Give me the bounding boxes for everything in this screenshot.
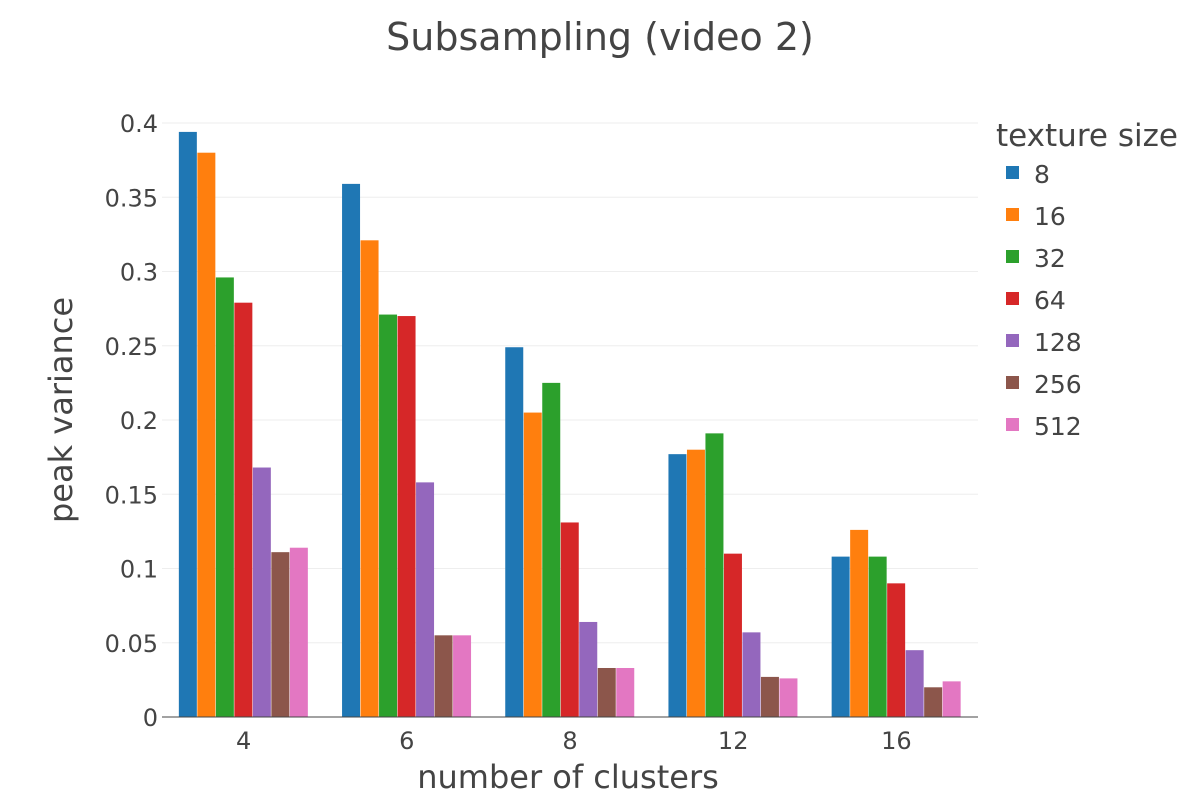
legend-label: 512 — [1034, 412, 1082, 441]
bar-4-8[interactable] — [178, 131, 197, 717]
bar-16-128[interactable] — [905, 650, 924, 717]
bar-16-32[interactable] — [868, 556, 887, 717]
bar-6-64[interactable] — [397, 316, 416, 717]
bar-12-32[interactable] — [705, 433, 724, 717]
bar-16-8[interactable] — [831, 556, 850, 717]
legend-swatch — [1006, 166, 1019, 179]
legend-item-64[interactable]: 64 — [1006, 286, 1066, 315]
bar-12-128[interactable] — [742, 632, 761, 717]
x-axis-title: number of clusters — [417, 758, 719, 796]
legend-label: 8 — [1034, 160, 1050, 189]
bar-4-128[interactable] — [252, 467, 271, 717]
y-tick-label: 0.25 — [105, 333, 158, 361]
bars — [178, 131, 961, 717]
x-tick-label: 16 — [881, 727, 912, 755]
bar-8-8[interactable] — [505, 347, 524, 717]
bar-6-256[interactable] — [434, 635, 453, 717]
x-tick-label: 12 — [718, 727, 749, 755]
y-tick-label: 0.3 — [120, 259, 158, 287]
bar-12-512[interactable] — [779, 678, 798, 717]
legend-label: 128 — [1034, 328, 1082, 357]
bar-6-512[interactable] — [453, 635, 472, 717]
y-tick-label: 0.05 — [105, 630, 158, 658]
bar-8-512[interactable] — [616, 667, 635, 717]
y-tick-label: 0 — [143, 704, 158, 732]
legend-label: 64 — [1034, 286, 1066, 315]
bar-6-32[interactable] — [379, 314, 398, 717]
bar-16-64[interactable] — [887, 583, 906, 717]
bar-8-256[interactable] — [597, 667, 616, 717]
bar-8-64[interactable] — [560, 522, 579, 717]
legend-items: 8 16 32 64 128 256 512 — [1006, 160, 1082, 441]
x-tick-label: 4 — [236, 727, 251, 755]
legend-label: 16 — [1034, 202, 1066, 231]
bar-4-256[interactable] — [271, 552, 290, 717]
bar-6-8[interactable] — [342, 183, 361, 717]
legend-item-256[interactable]: 256 — [1006, 370, 1082, 399]
legend-label: 32 — [1034, 244, 1066, 273]
legend-item-512[interactable]: 512 — [1006, 412, 1082, 441]
x-tick-label: 6 — [399, 727, 414, 755]
legend[interactable]: texture size 8 16 32 64 128 256 512 — [996, 118, 1178, 441]
bar-4-64[interactable] — [234, 302, 253, 717]
y-tick-label: 0.4 — [120, 110, 158, 138]
bar-8-32[interactable] — [542, 382, 561, 717]
bar-6-16[interactable] — [360, 240, 379, 717]
bar-8-128[interactable] — [579, 621, 598, 717]
bar-16-16[interactable] — [850, 529, 869, 717]
axes: 0 0.05 0.1 0.15 0.2 0.25 0.3 0.35 0.4 4 6 8 12 16 — [105, 110, 978, 755]
legend-item-16[interactable]: 16 — [1006, 202, 1066, 231]
legend-swatch — [1006, 292, 1019, 305]
legend-swatch — [1006, 208, 1019, 221]
bar-6-128[interactable] — [416, 482, 435, 717]
bar-16-512[interactable] — [942, 681, 961, 717]
bar-16-256[interactable] — [924, 687, 943, 717]
y-axis-title: peak variance — [42, 297, 80, 523]
legend-title: texture size — [996, 118, 1178, 154]
bar-12-8[interactable] — [668, 454, 687, 717]
bar-4-32[interactable] — [215, 277, 234, 717]
bar-12-256[interactable] — [760, 676, 779, 717]
bar-12-16[interactable] — [686, 449, 705, 717]
legend-swatch — [1006, 376, 1019, 389]
legend-swatch — [1006, 334, 1019, 347]
y-tick-label: 0.2 — [120, 407, 158, 435]
y-tick-label: 0.15 — [105, 481, 158, 509]
legend-item-8[interactable]: 8 — [1006, 160, 1050, 189]
legend-label: 256 — [1034, 370, 1082, 399]
bar-4-16[interactable] — [197, 152, 216, 717]
y-tick-label: 0.1 — [120, 556, 158, 584]
bar-12-64[interactable] — [723, 553, 742, 717]
legend-item-32[interactable]: 32 — [1006, 244, 1066, 273]
y-tick-label: 0.35 — [105, 184, 158, 212]
bar-4-512[interactable] — [289, 547, 308, 717]
legend-item-128[interactable]: 128 — [1006, 328, 1082, 357]
legend-swatch — [1006, 418, 1019, 431]
x-tick-label: 8 — [562, 727, 577, 755]
bar-8-16[interactable] — [523, 412, 542, 717]
chart-title: Subsampling (video 2) — [386, 15, 814, 59]
legend-swatch — [1006, 250, 1019, 263]
